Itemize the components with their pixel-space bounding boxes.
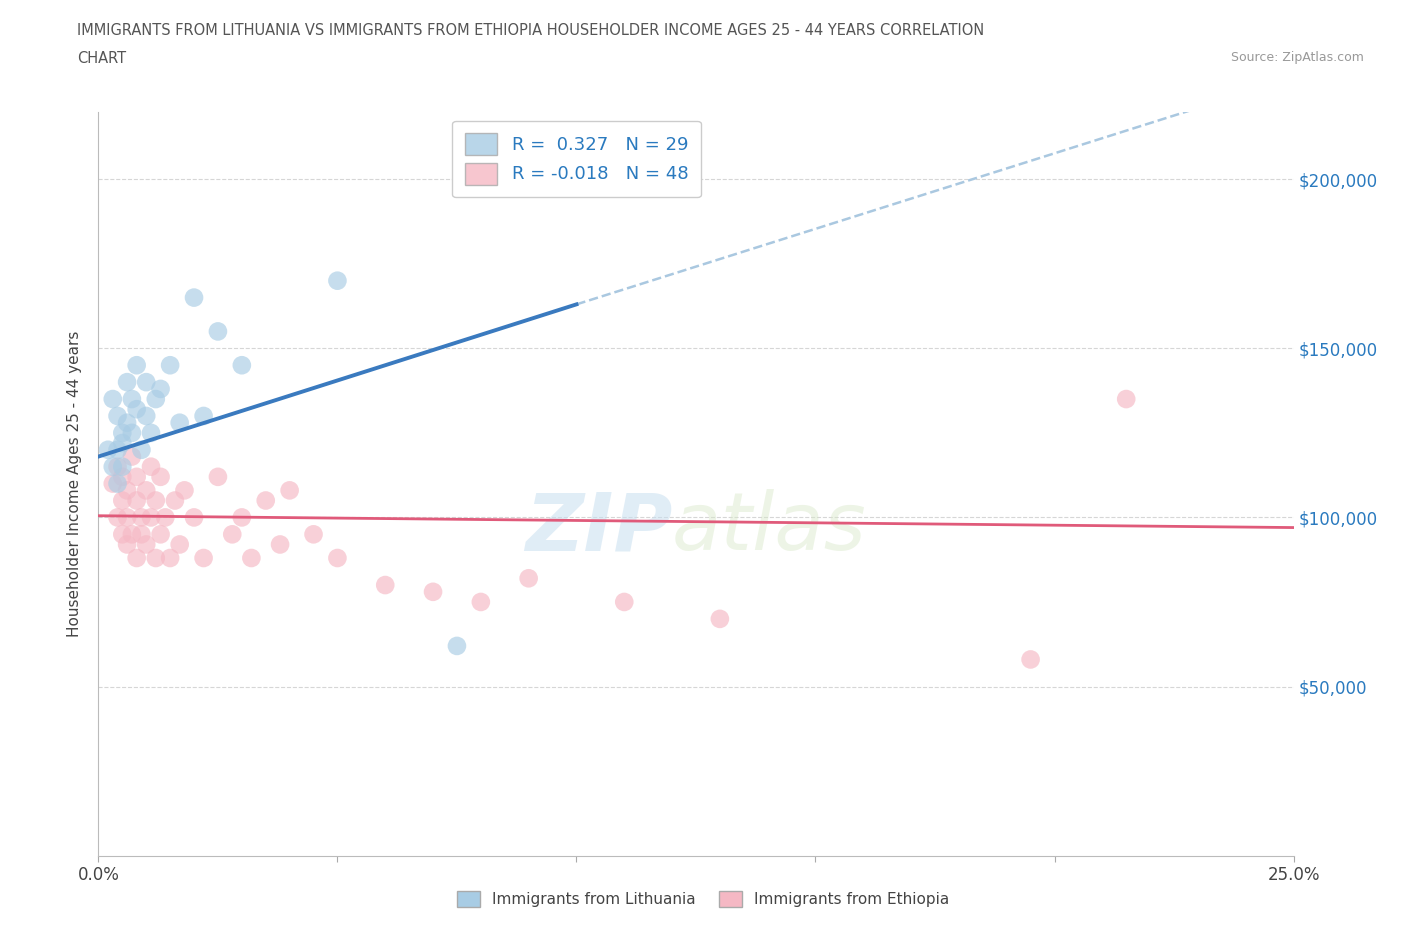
Point <box>231 358 253 373</box>
Legend: R =  0.327   N = 29, R = -0.018   N = 48: R = 0.327 N = 29, R = -0.018 N = 48 <box>453 121 700 197</box>
Point <box>111 493 134 508</box>
Point <box>145 392 167 406</box>
Point <box>709 611 731 626</box>
Point <box>173 483 195 498</box>
Point <box>374 578 396 592</box>
Point <box>169 416 191 431</box>
Point <box>115 483 138 498</box>
Text: Source: ZipAtlas.com: Source: ZipAtlas.com <box>1230 51 1364 64</box>
Point <box>107 476 129 491</box>
Point <box>470 594 492 609</box>
Text: IMMIGRANTS FROM LITHUANIA VS IMMIGRANTS FROM ETHIOPIA HOUSEHOLDER INCOME AGES 25: IMMIGRANTS FROM LITHUANIA VS IMMIGRANTS … <box>77 23 984 38</box>
Point <box>446 639 468 654</box>
Point <box>115 375 138 390</box>
Point <box>125 551 148 565</box>
Point <box>107 510 129 525</box>
Point <box>135 375 157 390</box>
Point <box>111 425 134 440</box>
Point <box>121 527 143 542</box>
Point <box>115 416 138 431</box>
Point <box>422 584 444 599</box>
Point <box>254 493 277 508</box>
Point <box>121 392 143 406</box>
Point <box>145 551 167 565</box>
Text: ZIP: ZIP <box>524 489 672 567</box>
Point <box>111 470 134 485</box>
Point <box>159 358 181 373</box>
Point <box>121 425 143 440</box>
Point <box>139 510 162 525</box>
Y-axis label: Householder Income Ages 25 - 44 years: Householder Income Ages 25 - 44 years <box>67 330 83 637</box>
Point <box>125 470 148 485</box>
Point <box>139 459 162 474</box>
Point <box>517 571 540 586</box>
Point <box>278 483 301 498</box>
Point <box>121 449 143 464</box>
Point <box>193 551 215 565</box>
Point <box>131 527 153 542</box>
Point <box>240 551 263 565</box>
Point <box>1019 652 1042 667</box>
Point <box>149 527 172 542</box>
Point <box>111 435 134 450</box>
Point <box>221 527 243 542</box>
Point <box>169 537 191 551</box>
Point <box>97 443 120 458</box>
Point <box>131 510 153 525</box>
Text: atlas: atlas <box>672 489 868 567</box>
Point <box>207 324 229 339</box>
Point <box>159 551 181 565</box>
Point <box>115 510 138 525</box>
Point <box>149 381 172 396</box>
Point <box>107 459 129 474</box>
Point <box>107 443 129 458</box>
Point <box>111 459 134 474</box>
Point <box>101 476 124 491</box>
Point <box>269 537 291 551</box>
Point <box>149 470 172 485</box>
Point <box>155 510 177 525</box>
Legend: Immigrants from Lithuania, Immigrants from Ethiopia: Immigrants from Lithuania, Immigrants fr… <box>451 884 955 913</box>
Point <box>115 537 138 551</box>
Point <box>163 493 186 508</box>
Point <box>302 527 325 542</box>
Point <box>135 408 157 423</box>
Point <box>107 408 129 423</box>
Point <box>125 358 148 373</box>
Point <box>231 510 253 525</box>
Point <box>207 470 229 485</box>
Point <box>193 408 215 423</box>
Point <box>125 493 148 508</box>
Point <box>326 273 349 288</box>
Point <box>131 443 153 458</box>
Point <box>1115 392 1137 406</box>
Text: CHART: CHART <box>77 51 127 66</box>
Point <box>183 290 205 305</box>
Point <box>183 510 205 525</box>
Point <box>135 483 157 498</box>
Point <box>111 527 134 542</box>
Point <box>139 425 162 440</box>
Point <box>101 392 124 406</box>
Point <box>101 459 124 474</box>
Point <box>326 551 349 565</box>
Point <box>145 493 167 508</box>
Point <box>613 594 636 609</box>
Point <box>125 402 148 417</box>
Point <box>135 537 157 551</box>
